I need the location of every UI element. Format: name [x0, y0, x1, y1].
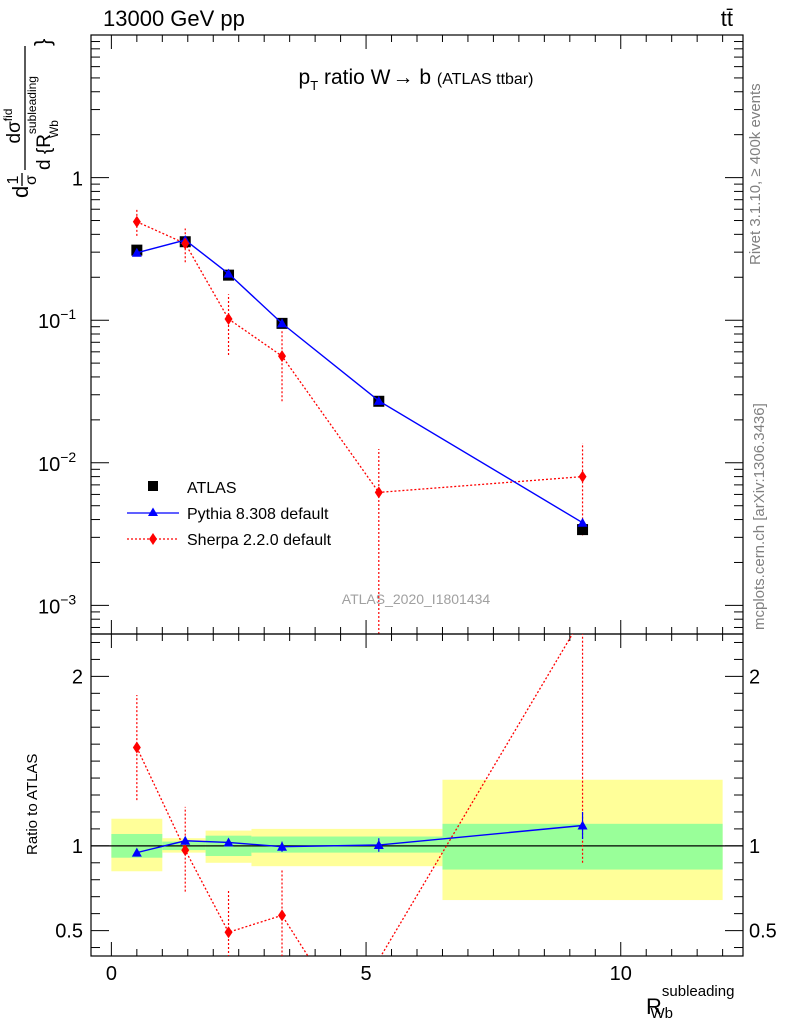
ratio-plot-axes: 0 5 10 0.5 0.5 1 1 2 2 [55, 633, 777, 985]
y-label-frac2-den-sub: Wb [47, 120, 61, 138]
top-ytick-base-1: 10 [38, 311, 60, 333]
ratio-sherpa-point [579, 611, 587, 623]
ratio-ytick-label-1: 1 [72, 836, 83, 858]
sherpa-line [136, 221, 583, 494]
header-left: 13000 GeV pp [103, 6, 245, 31]
ratio-pythia-point [180, 835, 191, 845]
y-axis-label: d 1 σ dσfid d {Rsubleading Wb } [1, 39, 61, 198]
ratio-pythia-point [577, 820, 588, 830]
mcplots-label: mcplots.cern.ch [arXiv:1306.3436] [751, 403, 768, 630]
ratio-bands [111, 779, 723, 901]
sherpa-point [578, 470, 587, 483]
top-ytick-label-2: 10−2 [38, 449, 76, 476]
ratio-ytick-label-right-1: 1 [749, 836, 760, 858]
pythia-point [577, 517, 588, 527]
legend-label-atlas: ATLAS [187, 480, 237, 497]
ratio-pythia-point [277, 841, 288, 851]
band-inner-3 [251, 836, 443, 853]
top-ytick-sup-1: −1 [60, 306, 76, 322]
ratio-plot: 0 5 10 0.5 0.5 1 1 2 2 Ratio to ATLAS Rsubleadin… [24, 611, 777, 1022]
watermark: ATLAS_2020_I1801434 [342, 591, 491, 607]
y-label-frac2-den: d {Rsubleading Wb [25, 76, 61, 170]
top-ytick-base-3: 10 [38, 596, 60, 618]
top-ytick-sup-2: −2 [60, 449, 76, 465]
top-ytick-label-0: 1 [72, 169, 83, 191]
ratio-ytick-label-2: 2 [72, 666, 83, 688]
pythia-line [136, 239, 583, 524]
top-ytick-base-2: 10 [38, 454, 60, 476]
ratio-sherpa-point [278, 909, 287, 922]
main-plot: ATLAS_2020_I1801434 pT ratio W→ b (ATLAS… [1, 34, 744, 635]
pythia-point [223, 268, 234, 278]
x-label-main: R [646, 994, 662, 1019]
y-label-frac2-num: dσfid [1, 109, 25, 144]
ratio-ytick-label-0: 0.5 [55, 921, 83, 943]
y-label-prefix: d [8, 186, 33, 198]
ratio-plot-data [131, 611, 588, 956]
ratio-ytick-label-right-2: 2 [749, 666, 760, 688]
ratio-pythia-line [136, 824, 583, 854]
y-label-frac2-num-sup: fid [1, 109, 15, 122]
y-label-frac1-num: 1 [5, 175, 22, 184]
sherpa-point [181, 237, 190, 250]
ratio-pythia-point [373, 839, 384, 849]
top-ytick-label-1: 10−1 [38, 306, 76, 333]
sherpa-point [224, 312, 233, 325]
top-ytick-base-0: 1 [72, 169, 83, 191]
plot-title: pT ratio W→ b (ATLAS ttbar) [299, 66, 534, 93]
pythia-point [131, 247, 142, 257]
x-tick-label-0: 0 [106, 963, 117, 985]
ratio-ytick-label-right-0: 0.5 [749, 921, 777, 943]
top-ytick-label-3: 10−3 [38, 591, 76, 618]
pythia-point [373, 395, 384, 405]
ratio-sherpa-point [132, 741, 141, 754]
sherpa-point [278, 350, 287, 363]
y-label-frac2-den-main: d {R [34, 134, 55, 170]
plot-title-b: b [414, 66, 437, 89]
legend: ATLAS Pythia 8.308 default Sherpa 2.2.0 … [127, 480, 332, 549]
sherpa-point [374, 486, 383, 499]
top-ytick-sup-3: −3 [60, 591, 76, 607]
main-plot-axes: 110−110−210−3 [38, 34, 744, 635]
legend-marker-pythia [148, 507, 158, 516]
ratio-sherpa-point [224, 926, 233, 939]
y-label-frac2-num-main: dσ [4, 121, 25, 144]
main-plot-data [131, 208, 589, 634]
atlas-point [577, 524, 589, 536]
y-label-frac2-den-sup: subleading [25, 76, 39, 134]
x-tick-label-2: 10 [610, 963, 632, 985]
ratio-pythia-point [223, 837, 234, 847]
x-tick-label-1: 5 [361, 963, 372, 985]
x-label-sub: Wb [650, 1005, 673, 1022]
rivet-label: Rivet 3.1.10, ≥ 400k events [747, 83, 764, 265]
plot-title-small: (ATLAS ttbar) [437, 71, 534, 88]
y-label-frac1-den: σ [23, 175, 40, 185]
x-axis-label: Rsubleading Wb [646, 983, 734, 1022]
ratio-y-label: Ratio to ATLAS [24, 754, 41, 855]
legend-label-sherpa: Sherpa 2.2.0 default [187, 532, 332, 549]
ratio-data-clipped [131, 611, 588, 956]
pythia-point [277, 318, 288, 328]
ratio-sherpa-point [181, 844, 190, 857]
plot-title-sub: T [310, 78, 318, 93]
y-label-close: } [30, 39, 55, 46]
legend-label-pythia: Pythia 8.308 default [187, 506, 329, 523]
legend-marker-atlas [148, 481, 158, 491]
plot-title-arrow: → [393, 66, 414, 89]
plot-title-p: p [299, 66, 311, 89]
header-right: tt̄ [721, 6, 733, 31]
legend-marker-sherpa [149, 533, 157, 545]
ratio-pythia-point [131, 847, 142, 857]
x-label-sup: subleading [662, 983, 735, 1000]
plot-title-rest: ratio W [318, 66, 391, 89]
sherpa-point [132, 215, 141, 228]
